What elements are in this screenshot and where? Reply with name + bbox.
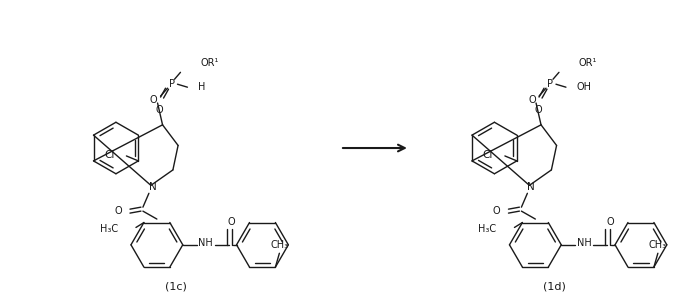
Text: NH: NH xyxy=(577,238,591,248)
Text: O: O xyxy=(228,217,236,227)
Text: OH: OH xyxy=(577,82,592,92)
Text: O: O xyxy=(150,95,157,105)
Text: Cl: Cl xyxy=(482,150,493,160)
Text: O: O xyxy=(114,206,122,216)
Text: NH: NH xyxy=(199,238,213,248)
Text: P: P xyxy=(168,79,175,89)
Text: O: O xyxy=(156,105,164,115)
Text: CH₃: CH₃ xyxy=(649,240,667,250)
Text: O: O xyxy=(606,217,614,227)
Text: O: O xyxy=(534,105,542,115)
Text: Cl: Cl xyxy=(104,150,115,160)
Text: (1d): (1d) xyxy=(542,282,565,292)
Text: O: O xyxy=(528,95,536,105)
Text: (1c): (1c) xyxy=(165,282,187,292)
Text: P: P xyxy=(547,79,553,89)
Text: N: N xyxy=(528,182,535,192)
Text: OR¹: OR¹ xyxy=(579,58,597,68)
Text: H: H xyxy=(199,82,206,92)
Text: O: O xyxy=(493,206,500,216)
Text: N: N xyxy=(149,182,157,192)
Text: OR¹: OR¹ xyxy=(201,58,219,68)
Text: H₃C: H₃C xyxy=(478,224,496,234)
Text: H₃C: H₃C xyxy=(100,224,118,234)
Text: CH₃: CH₃ xyxy=(271,240,289,250)
